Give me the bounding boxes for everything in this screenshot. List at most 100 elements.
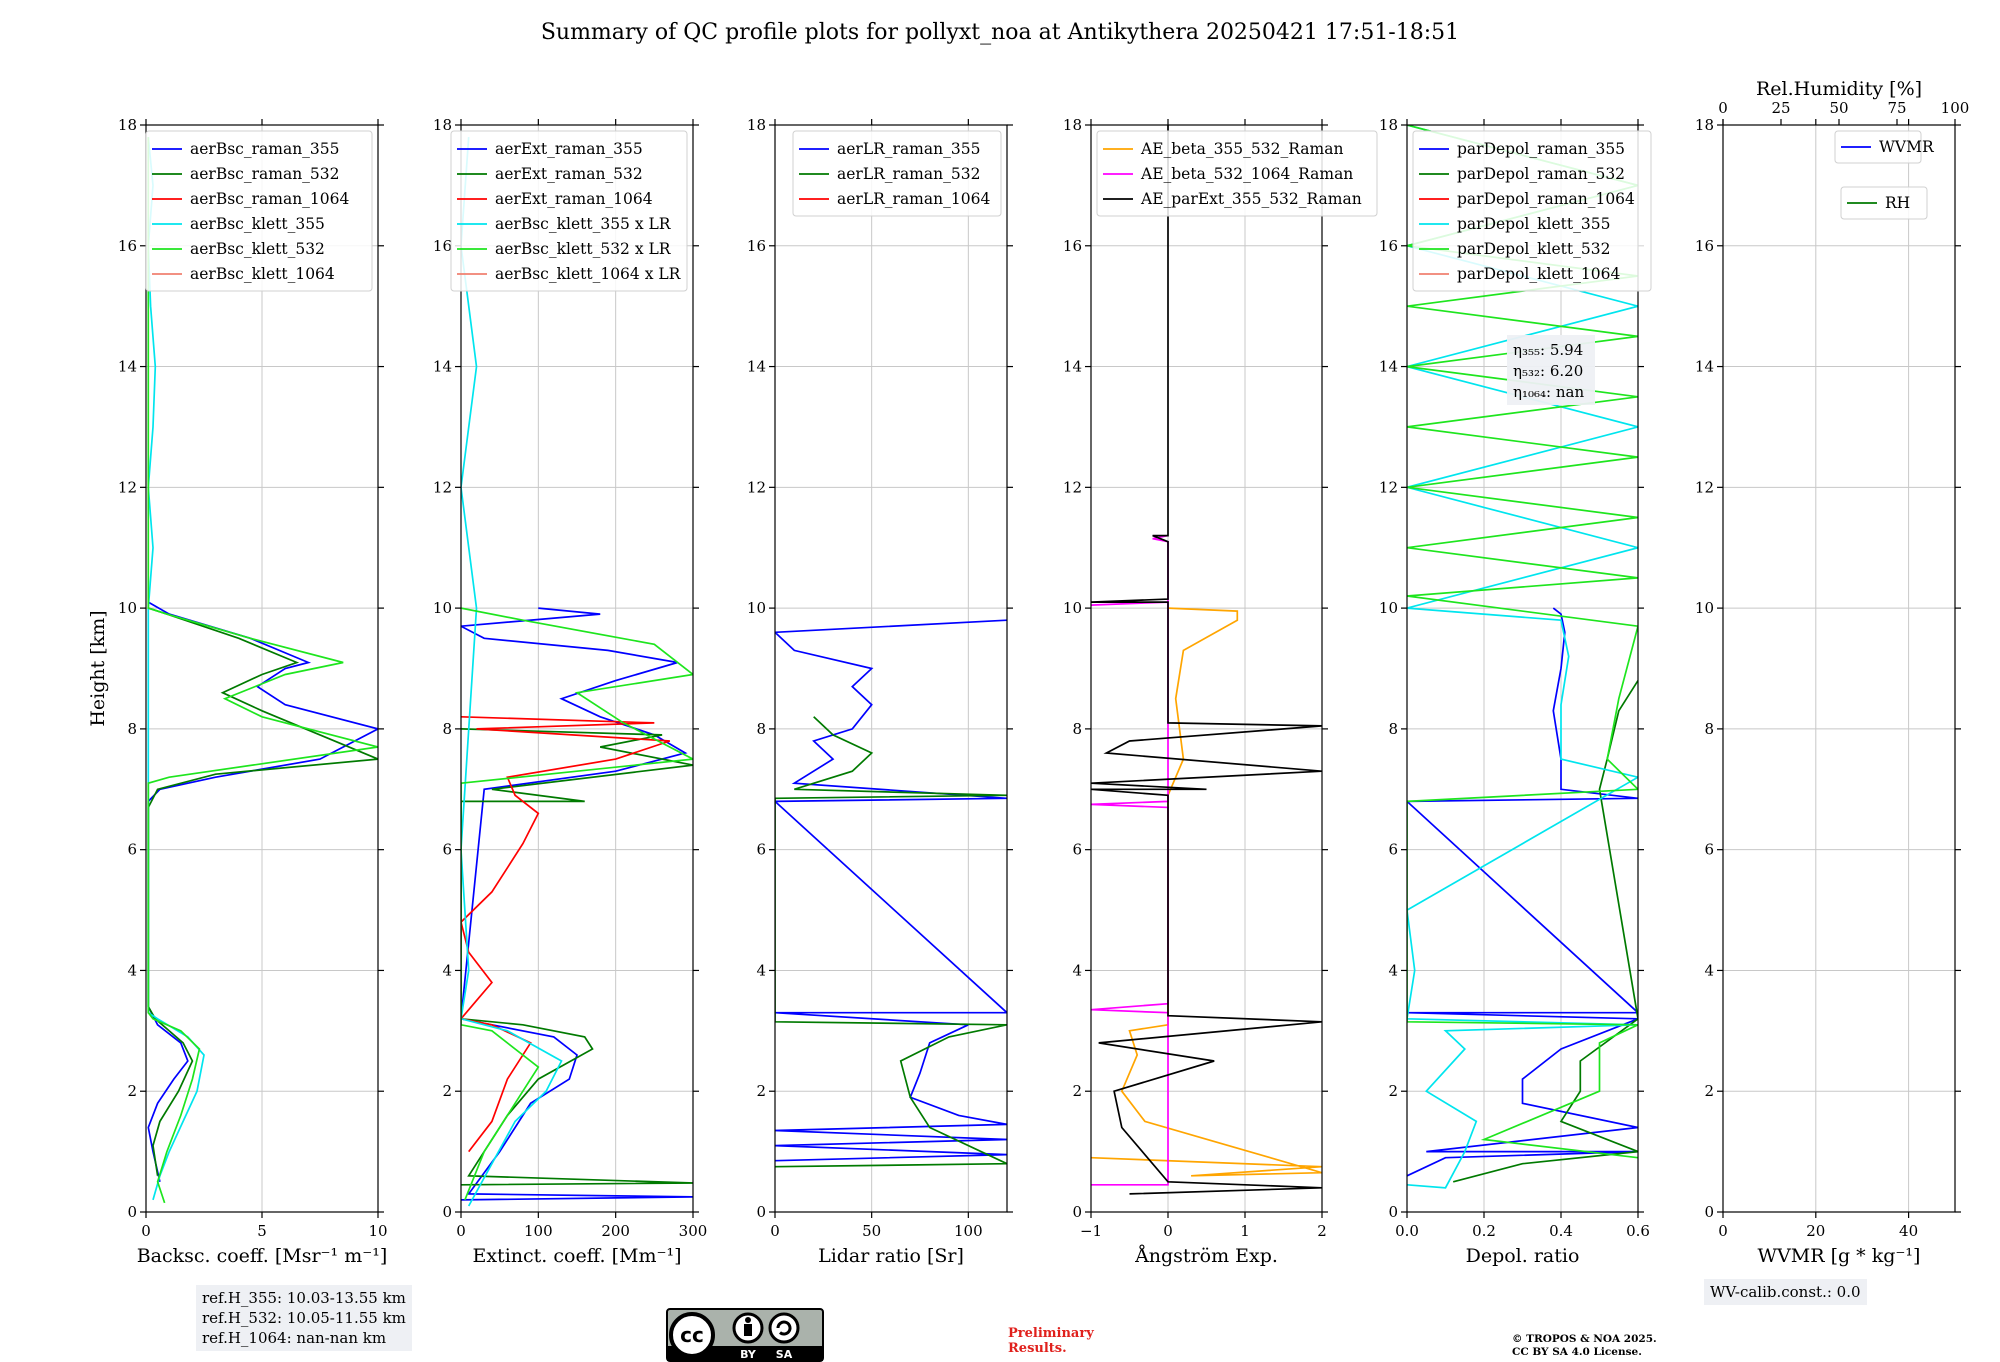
- y-tick-label: 8: [442, 720, 452, 738]
- x-tick-label: 200: [601, 1222, 630, 1240]
- y-tick-label: 12: [1379, 478, 1398, 496]
- legend-label: aerExt_raman_355: [495, 140, 643, 158]
- legend-box: [1412, 130, 1652, 292]
- legend: aerLR_raman_355 aerLR_raman_532 aerLR_rama…: [792, 130, 1002, 217]
- series-line-aerBsc_klett_355: [147, 137, 205, 1201]
- legend-label: aerBsc_klett_532: [190, 240, 325, 258]
- y-tick-label: 4: [1704, 961, 1714, 979]
- y-tick-label: 16: [1379, 237, 1398, 255]
- legend-label: parDepol_raman_1064: [1457, 190, 1635, 208]
- x-tick-label: 100: [524, 1222, 553, 1240]
- series-line-aerBsc_raman_532: [147, 607, 378, 1176]
- refbox-line: ref.H_532: 10.05-11.55 km: [202, 1309, 406, 1327]
- legend-label: aerLR_raman_532: [837, 165, 980, 183]
- legend-box: [792, 130, 1002, 217]
- y-tick-label: 18: [1695, 116, 1714, 134]
- series-line-AE_parExt_355_532_Raman: [1091, 125, 1322, 1195]
- y-tick-label: 12: [433, 478, 452, 496]
- y-tick-label: 14: [1379, 358, 1398, 376]
- series-group: [147, 137, 378, 1204]
- axes-frame: [774, 124, 1008, 1213]
- x-axis-label: WVMR [g * kg⁻¹]: [1758, 1245, 1921, 1267]
- copyright-notice: © TROPOS & NOA 2025. CC BY SA 4.0 Licens…: [1512, 1333, 1657, 1359]
- top-x-axis-label: Rel.Humidity [%]: [1756, 78, 1922, 100]
- y-tick-label: 8: [127, 720, 137, 738]
- x-axis-label: Backsc. coeff. [Msr⁻¹ m⁻¹]: [137, 1245, 388, 1267]
- x-tick-label: 1: [1240, 1222, 1250, 1240]
- eta-box: [1507, 335, 1595, 405]
- panel-lidar_ratio: 0 2 4 6 8 10 12 14 16 18 0 50 100 Lidar ratio [Sr] aer…: [747, 116, 1013, 1267]
- legend-label: aerBsc_klett_1064 x LR: [495, 265, 682, 283]
- y-tick-label: 10: [747, 599, 766, 617]
- y-tick-label: 0: [442, 1203, 452, 1221]
- x-axis-label: Ångström Exp.: [1134, 1245, 1278, 1267]
- x-tick-label: 100: [954, 1222, 983, 1240]
- axes-frame: [1090, 124, 1323, 1213]
- y-tick-label: 4: [1072, 961, 1082, 979]
- legend-box: [1840, 186, 1928, 220]
- x-tick-label: 0.6: [1626, 1222, 1650, 1240]
- y-tick-label: 2: [1704, 1082, 1714, 1100]
- y-tick-label: 14: [1695, 358, 1714, 376]
- cc-by-label: BY: [740, 1348, 757, 1361]
- series-line-aerExt_raman_532: [461, 728, 693, 1186]
- top-x-tick-label: 25: [1771, 99, 1790, 117]
- series-line-aerBsc_raman_355: [147, 601, 378, 1182]
- y-tick-label: 16: [747, 237, 766, 255]
- series-line-aerExt_raman_355: [461, 607, 693, 1201]
- y-tick-label: 18: [118, 116, 137, 134]
- y-tick-label: 2: [1388, 1082, 1398, 1100]
- eta-label: η₁₀₆₄: nan: [1513, 383, 1584, 401]
- series-line-aerLR_raman_532: [775, 716, 1007, 1168]
- y-tick-label: 14: [433, 358, 452, 376]
- legend-label: aerBsc_raman_355: [190, 140, 340, 158]
- y-tick-label: 4: [127, 961, 137, 979]
- cc-by-sa-logo: cc BY SA: [666, 1308, 824, 1362]
- y-tick-label: 6: [1704, 841, 1714, 859]
- cc-sa-label: SA: [776, 1348, 793, 1361]
- legend-label: aerLR_raman_1064: [837, 190, 990, 208]
- y-tick-label: 12: [118, 478, 137, 496]
- preliminary-line: Results.: [1008, 1341, 1067, 1356]
- legend-label: aerLR_raman_355: [837, 140, 980, 158]
- top-x-tick-label: 75: [1887, 99, 1906, 117]
- x-tick-label: 20: [1806, 1222, 1825, 1240]
- x-tick-label: 10: [368, 1222, 387, 1240]
- legend-box: [145, 130, 373, 292]
- axes-frame: [460, 124, 694, 1213]
- series-group: [1407, 125, 1638, 1189]
- panel-depol: 0 2 4 6 8 10 12 14 16 18 0.0 0.2 0.4 0.6 Depol. ratio p…: [1379, 116, 1652, 1267]
- x-tick-label: 0: [1163, 1222, 1173, 1240]
- x-tick-label: 40: [1899, 1222, 1918, 1240]
- y-tick-label: 14: [747, 358, 766, 376]
- y-tick-label: 2: [127, 1082, 137, 1100]
- eta-label: η₅₃₂: 6.20: [1513, 362, 1583, 380]
- x-tick-label: 5: [257, 1222, 267, 1240]
- legend-label: aerBsc_klett_355 x LR: [495, 215, 672, 233]
- svg-text:cc: cc: [680, 1323, 704, 1347]
- y-tick-label: 0: [1388, 1203, 1398, 1221]
- y-tick-label: 10: [1063, 599, 1082, 617]
- series-line-aerExt_raman_1064: [461, 715, 671, 1153]
- legend-label: WVMR: [1879, 138, 1935, 156]
- x-tick-label: 0: [141, 1222, 151, 1240]
- y-tick-label: 16: [118, 237, 137, 255]
- y-tick-label: 4: [756, 961, 766, 979]
- y-tick-label: 6: [127, 841, 137, 859]
- legend-box: [1834, 130, 1922, 164]
- legend-label: parDepol_klett_532: [1457, 240, 1610, 258]
- legend-label: aerExt_raman_1064: [495, 190, 653, 208]
- y-tick-label: 6: [442, 841, 452, 859]
- legend-label: aerBsc_klett_355: [190, 215, 325, 233]
- y-tick-label: 2: [1072, 1082, 1082, 1100]
- y-tick-label: 10: [1695, 599, 1714, 617]
- legend-label: aerBsc_klett_532 x LR: [495, 240, 672, 258]
- x-tick-label: 2: [1317, 1222, 1327, 1240]
- y-tick-label: 8: [1388, 720, 1398, 738]
- x-tick-label: −1: [1080, 1222, 1102, 1240]
- legend-box: [1096, 130, 1378, 217]
- x-tick-label: 0.2: [1472, 1222, 1496, 1240]
- legend-label: aerExt_raman_532: [495, 165, 643, 183]
